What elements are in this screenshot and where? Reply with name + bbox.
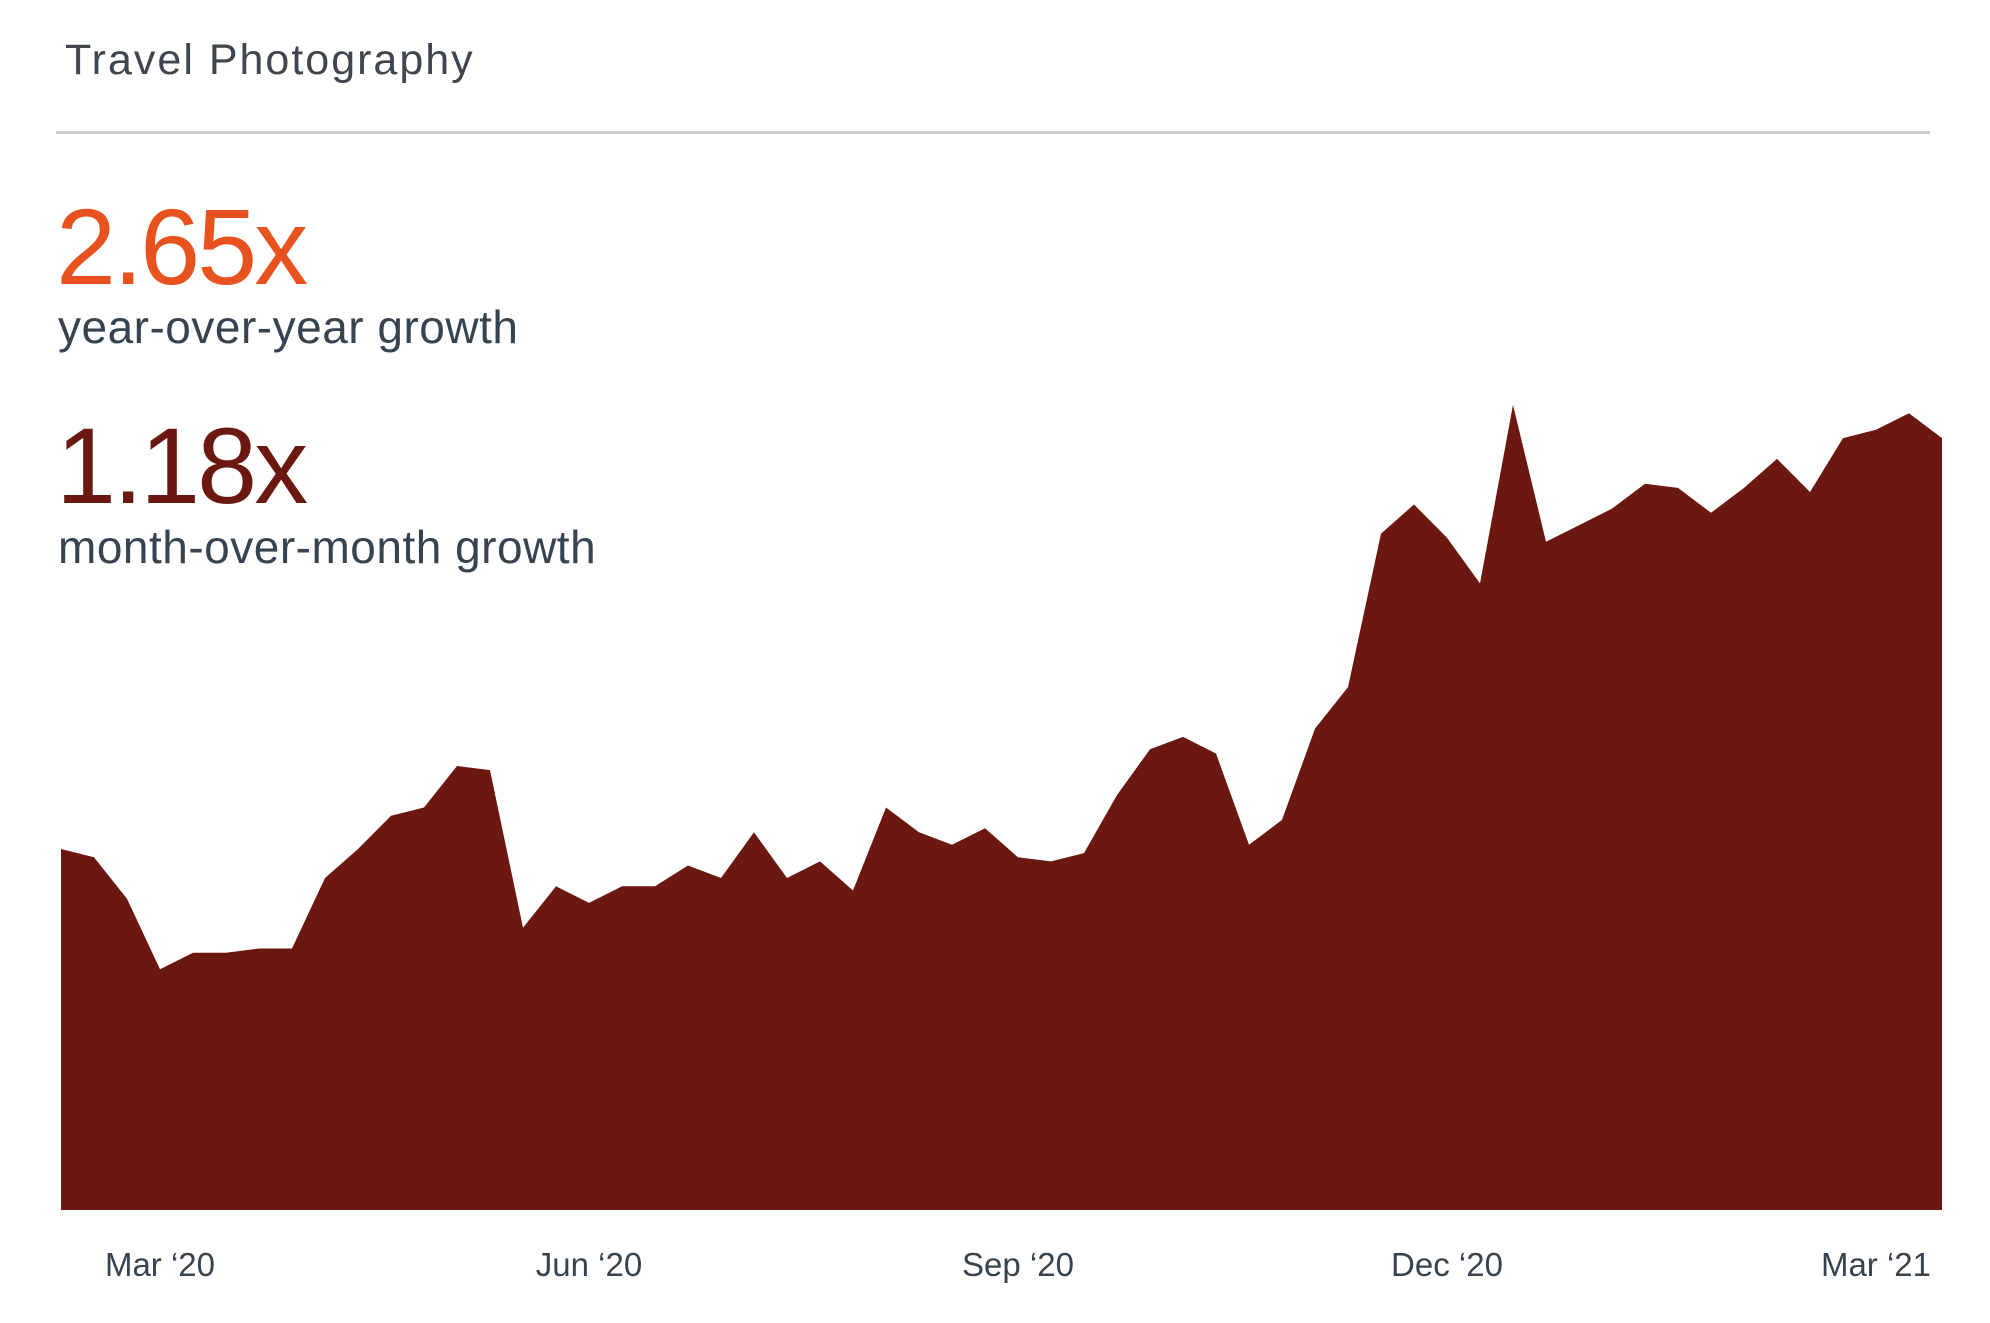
mom-growth-value: 1.18x (56, 405, 308, 526)
mom-growth-label: month-over-month growth (58, 521, 597, 573)
area-layer (61, 404, 1942, 1210)
x-tick-label: Jun ‘20 (536, 1246, 642, 1283)
x-tick-label: Dec ‘20 (1391, 1246, 1503, 1283)
card-title: Travel Photography (65, 36, 475, 84)
yoy-growth-label: year-over-year growth (58, 301, 519, 353)
title-divider (56, 131, 1930, 134)
x-tick-label: Mar ‘20 (105, 1246, 215, 1283)
yoy-growth-value: 2.65x (56, 186, 308, 307)
x-tick-label: Sep ‘20 (962, 1246, 1074, 1283)
x-tick-label: Mar ‘21 (1821, 1246, 1931, 1283)
x-axis: Mar ‘20 Jun ‘20 Sep ‘20 Dec ‘20 Mar ‘21 (105, 1246, 1931, 1283)
area-series (61, 404, 1942, 1210)
